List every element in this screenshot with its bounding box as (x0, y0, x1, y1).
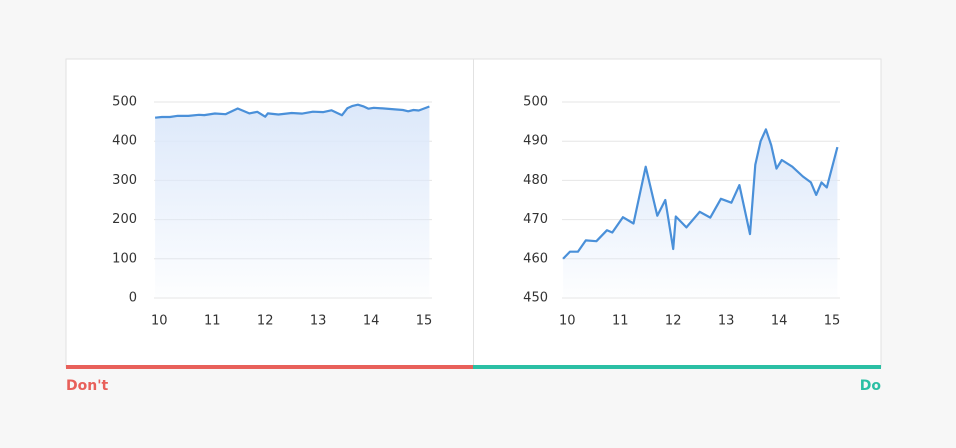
x-tick-label: 15 (824, 314, 841, 329)
y-tick-label: 500 (112, 95, 137, 110)
line (562, 128, 839, 260)
area (563, 129, 838, 298)
area (155, 104, 430, 298)
y-tick-label: 200 (112, 212, 137, 227)
y-tick-label: 0 (129, 291, 137, 306)
y-tick-label: 400 (112, 134, 137, 149)
caption: Do (860, 378, 882, 394)
x-tick-label: 12 (257, 314, 274, 329)
x-tick-label: 13 (310, 314, 327, 329)
y-tick-label: 480 (523, 173, 548, 188)
y-tick-label: 470 (523, 212, 548, 227)
status-bar (473, 365, 881, 369)
y-tick-label: 490 (523, 134, 548, 149)
y-tick-label: 460 (523, 251, 548, 266)
x-tick-label: 12 (665, 314, 682, 329)
y-tick-label: 500 (523, 95, 548, 110)
x-tick-label: 14 (363, 314, 380, 329)
status-bar (66, 365, 473, 369)
x-tick-label: 11 (204, 314, 221, 329)
line (154, 103, 430, 119)
y-tick-label: 300 (112, 173, 137, 188)
x-tick-label: 10 (559, 314, 576, 329)
x-tick-label: 10 (151, 314, 168, 329)
x-tick-label: 11 (612, 314, 629, 329)
x-tick-label: 13 (718, 314, 735, 329)
y-tick-label: 100 (112, 251, 137, 266)
y-tick-label: 450 (523, 291, 548, 306)
caption: Don't (66, 378, 108, 394)
x-tick-label: 15 (416, 314, 433, 329)
x-tick-label: 14 (771, 314, 788, 329)
